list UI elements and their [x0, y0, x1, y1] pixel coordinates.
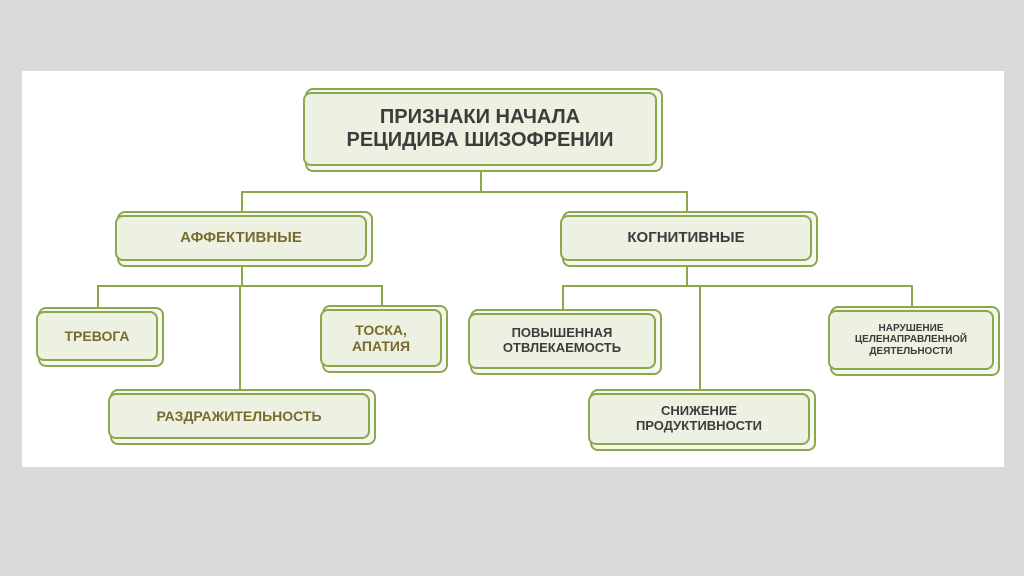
node-label-affect: АФФЕКТИВНЫЕ — [180, 229, 302, 246]
node-toska: ТОСКА, АПАТИЯ — [322, 305, 442, 367]
node-cognit: КОГНИТИВНЫЕ — [562, 211, 812, 261]
node-snizh: СНИЖЕНИЕ ПРОДУКТИВНОСТИ — [590, 389, 810, 445]
node-label-narush: НАРУШЕНИЕ ЦЕЛЕНАПРАВЛЕННОЙ ДЕЯТЕЛЬНОСТИ — [855, 323, 967, 358]
node-label-trevoga: ТРЕВОГА — [64, 328, 129, 344]
node-label-toska: ТОСКА, АПАТИЯ — [352, 322, 410, 354]
node-narush: НАРУШЕНИЕ ЦЕЛЕНАПРАВЛЕННОЙ ДЕЯТЕЛЬНОСТИ — [830, 306, 994, 370]
node-label-snizh: СНИЖЕНИЕ ПРОДУКТИВНОСТИ — [636, 404, 762, 434]
node-label-cognit: КОГНИТИВНЫЕ — [627, 229, 744, 246]
node-label-otvlek: ПОВЫШЕННАЯ ОТВЛЕКАЕМОСТЬ — [503, 326, 621, 356]
node-razdr: РАЗДРАЖИТЕЛЬНОСТЬ — [110, 389, 370, 439]
node-label-root: ПРИЗНАКИ НАЧАЛА РЕЦИДИВА ШИЗОФРЕНИИ — [347, 106, 614, 152]
node-affect: АФФЕКТИВНЫЕ — [117, 211, 367, 261]
node-label-razdr: РАЗДРАЖИТЕЛЬНОСТЬ — [156, 408, 321, 424]
node-root: ПРИЗНАКИ НАЧАЛА РЕЦИДИВА ШИЗОФРЕНИИ — [305, 88, 657, 166]
node-otvlek: ПОВЫШЕННАЯ ОТВЛЕКАЕМОСТЬ — [470, 309, 656, 369]
node-trevoga: ТРЕВОГА — [38, 307, 158, 361]
